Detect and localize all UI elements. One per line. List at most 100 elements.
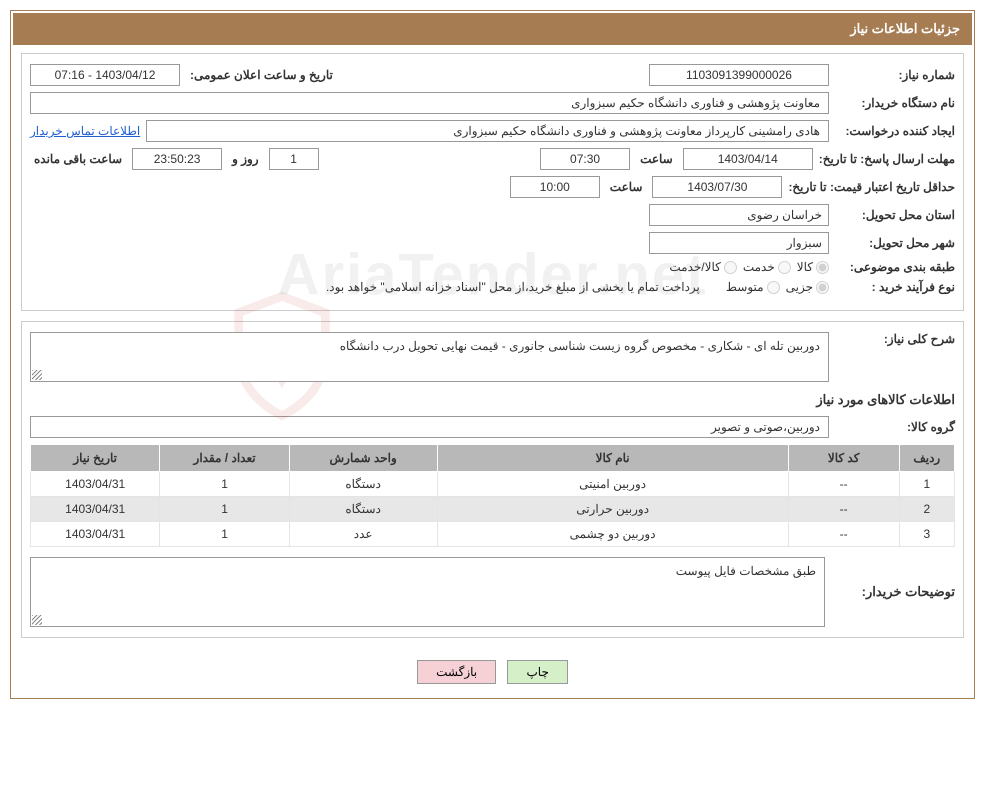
category-label: طبقه بندی موضوعی: bbox=[835, 260, 955, 274]
group-label: گروه کالا: bbox=[835, 420, 955, 434]
radio-mixed[interactable]: کالا/خدمت bbox=[669, 260, 736, 274]
row-description: شرح کلی نیاز: دوربین تله ای - شکاری - مخ… bbox=[30, 332, 955, 382]
deadline-to-label: تا تاریخ: bbox=[819, 152, 857, 166]
radio-mixed-label: کالا/خدمت bbox=[669, 260, 720, 274]
city-label: شهر محل تحویل: bbox=[835, 236, 955, 250]
process-label: نوع فرآیند خرید : bbox=[835, 280, 955, 294]
radio-medium-label: متوسط bbox=[726, 280, 764, 294]
city-value: سبزوار bbox=[649, 232, 829, 254]
radio-mixed-input[interactable] bbox=[724, 261, 737, 274]
panel-content: شماره نیاز: 1103091399000026 تاریخ و ساع… bbox=[13, 45, 972, 696]
province-label: استان محل تحویل: bbox=[835, 208, 955, 222]
group-value: دوربین،صوتی و تصویر bbox=[30, 416, 829, 438]
valid-time-label: ساعت bbox=[606, 180, 647, 194]
main-panel: جزئیات اطلاعات نیاز شماره نیاز: 11030913… bbox=[10, 10, 975, 699]
announce-label: تاریخ و ساعت اعلان عمومی: bbox=[186, 68, 337, 82]
deadline-remain-time: 23:50:23 bbox=[132, 148, 222, 170]
valid-to-label: تا تاریخ: bbox=[788, 180, 826, 194]
back-button[interactable]: بازگشت bbox=[417, 660, 496, 684]
radio-service-label: خدمت bbox=[743, 260, 775, 274]
deadline-days-label: روز و bbox=[228, 152, 263, 166]
resize-handle-icon[interactable] bbox=[32, 370, 42, 380]
radio-partial-input[interactable] bbox=[816, 281, 829, 294]
row-group: گروه کالا: دوربین،صوتی و تصویر bbox=[30, 416, 955, 438]
payment-note: پرداخت تمام یا بخشی از مبلغ خرید،از محل … bbox=[326, 280, 700, 294]
radio-service-input[interactable] bbox=[778, 261, 791, 274]
radio-medium[interactable]: متوسط bbox=[726, 280, 780, 294]
table-cell: 1 bbox=[160, 497, 289, 522]
buyer-notes-label: توضیحات خریدار: bbox=[835, 557, 955, 627]
table-header-cell: ردیف bbox=[899, 445, 954, 472]
valid-time: 10:00 bbox=[510, 176, 600, 198]
table-cell: دستگاه bbox=[289, 472, 437, 497]
panel-title: جزئیات اطلاعات نیاز bbox=[13, 13, 972, 45]
valid-date: 1403/07/30 bbox=[652, 176, 782, 198]
row-requester: ایجاد کننده درخواست: هادی رامشینی کارپرد… bbox=[30, 120, 955, 142]
buyer-notes-block: توضیحات خریدار: طبق مشخصات فایل پیوست bbox=[30, 557, 955, 627]
table-header-cell: نام کالا bbox=[437, 445, 788, 472]
deadline-time-label: ساعت bbox=[636, 152, 677, 166]
details-section: شماره نیاز: 1103091399000026 تاریخ و ساع… bbox=[21, 53, 964, 311]
table-header-cell: تعداد / مقدار bbox=[160, 445, 289, 472]
table-header-cell: واحد شمارش bbox=[289, 445, 437, 472]
desc-label: شرح کلی نیاز: bbox=[835, 332, 955, 346]
deadline-remain-label: ساعت باقی مانده bbox=[30, 152, 126, 166]
radio-goods-label: کالا bbox=[797, 260, 813, 274]
table-cell: دوربین امنیتی bbox=[437, 472, 788, 497]
province-value: خراسان رضوی bbox=[649, 204, 829, 226]
row-province: استان محل تحویل: خراسان رضوی bbox=[30, 204, 955, 226]
row-buyer-org: نام دستگاه خریدار: معاونت پژوهشی و فناور… bbox=[30, 92, 955, 114]
items-section: شرح کلی نیاز: دوربین تله ای - شکاری - مخ… bbox=[21, 321, 964, 638]
table-cell: دوربین دو چشمی bbox=[437, 522, 788, 547]
resize-handle-icon[interactable] bbox=[32, 615, 42, 625]
buyer-org-label: نام دستگاه خریدار: bbox=[835, 96, 955, 110]
valid-label-text: حداقل تاریخ اعتبار قیمت: bbox=[830, 180, 955, 194]
row-validity: حداقل تاریخ اعتبار قیمت: تا تاریخ: 1403/… bbox=[30, 176, 955, 198]
table-cell: 1403/04/31 bbox=[31, 522, 160, 547]
row-process: نوع فرآیند خرید : جزیی متوسط پرداخت تمام… bbox=[30, 280, 955, 294]
table-row: 1--دوربین امنیتیدستگاه11403/04/31 bbox=[31, 472, 955, 497]
requester-value: هادی رامشینی کارپرداز معاونت پژوهشی و فن… bbox=[146, 120, 829, 142]
table-cell: عدد bbox=[289, 522, 437, 547]
announce-value: 1403/04/12 - 07:16 bbox=[30, 64, 180, 86]
valid-label: حداقل تاریخ اعتبار قیمت: تا تاریخ: bbox=[788, 180, 955, 194]
deadline-days: 1 bbox=[269, 148, 319, 170]
table-header-cell: تاریخ نیاز bbox=[31, 445, 160, 472]
table-header-row: ردیفکد کالانام کالاواحد شمارشتعداد / مقد… bbox=[31, 445, 955, 472]
table-body: 1 --دوربین امنیتیدستگاه11403/04/312--دورب… bbox=[31, 472, 955, 547]
button-row: چاپ بازگشت bbox=[21, 648, 964, 688]
deadline-time: 07:30 bbox=[540, 148, 630, 170]
row-category: طبقه بندی موضوعی: کالا خدمت کالا/خدمت bbox=[30, 260, 955, 274]
desc-textarea-wrap: دوربین تله ای - شکاری - مخصوص گروه زیست … bbox=[30, 332, 829, 382]
table-cell: 1 bbox=[160, 472, 289, 497]
print-button[interactable]: چاپ bbox=[507, 660, 567, 684]
deadline-label-text: مهلت ارسال پاسخ: bbox=[860, 152, 955, 166]
requester-label: ایجاد کننده درخواست: bbox=[835, 124, 955, 138]
process-radio-group: جزیی متوسط bbox=[726, 280, 829, 294]
radio-goods[interactable]: کالا bbox=[797, 260, 829, 274]
table-cell: 1403/04/31 bbox=[31, 472, 160, 497]
items-heading: اطلاعات کالاهای مورد نیاز bbox=[30, 392, 955, 408]
radio-service[interactable]: خدمت bbox=[743, 260, 791, 274]
table-cell: 1 bbox=[160, 522, 289, 547]
radio-partial-label: جزیی bbox=[786, 280, 813, 294]
radio-medium-input[interactable] bbox=[767, 281, 780, 294]
items-table: ردیفکد کالانام کالاواحد شمارشتعداد / مقد… bbox=[30, 444, 955, 547]
table-cell: -- bbox=[788, 497, 899, 522]
contact-link[interactable]: اطلاعات تماس خریدار bbox=[30, 124, 140, 138]
desc-text: دوربین تله ای - شکاری - مخصوص گروه زیست … bbox=[30, 332, 829, 382]
table-cell: دوربین حرارتی bbox=[437, 497, 788, 522]
category-radio-group: کالا خدمت کالا/خدمت bbox=[669, 260, 829, 274]
deadline-date: 1403/04/14 bbox=[683, 148, 813, 170]
radio-partial[interactable]: جزیی bbox=[786, 280, 829, 294]
need-number-value: 1103091399000026 bbox=[649, 64, 829, 86]
table-cell: -- bbox=[788, 472, 899, 497]
buyer-notes-wrap: طبق مشخصات فایل پیوست bbox=[30, 557, 825, 627]
deadline-label: مهلت ارسال پاسخ: تا تاریخ: bbox=[819, 152, 955, 166]
row-city: شهر محل تحویل: سبزوار bbox=[30, 232, 955, 254]
table-row: 3--دوربین دو چشمیعدد11403/04/31 bbox=[31, 522, 955, 547]
buyer-org-value: معاونت پژوهشی و فناوری دانشگاه حکیم سبزو… bbox=[30, 92, 829, 114]
radio-goods-input[interactable] bbox=[816, 261, 829, 274]
table-row: 2--دوربین حرارتیدستگاه11403/04/31 bbox=[31, 497, 955, 522]
need-number-label: شماره نیاز: bbox=[835, 68, 955, 82]
